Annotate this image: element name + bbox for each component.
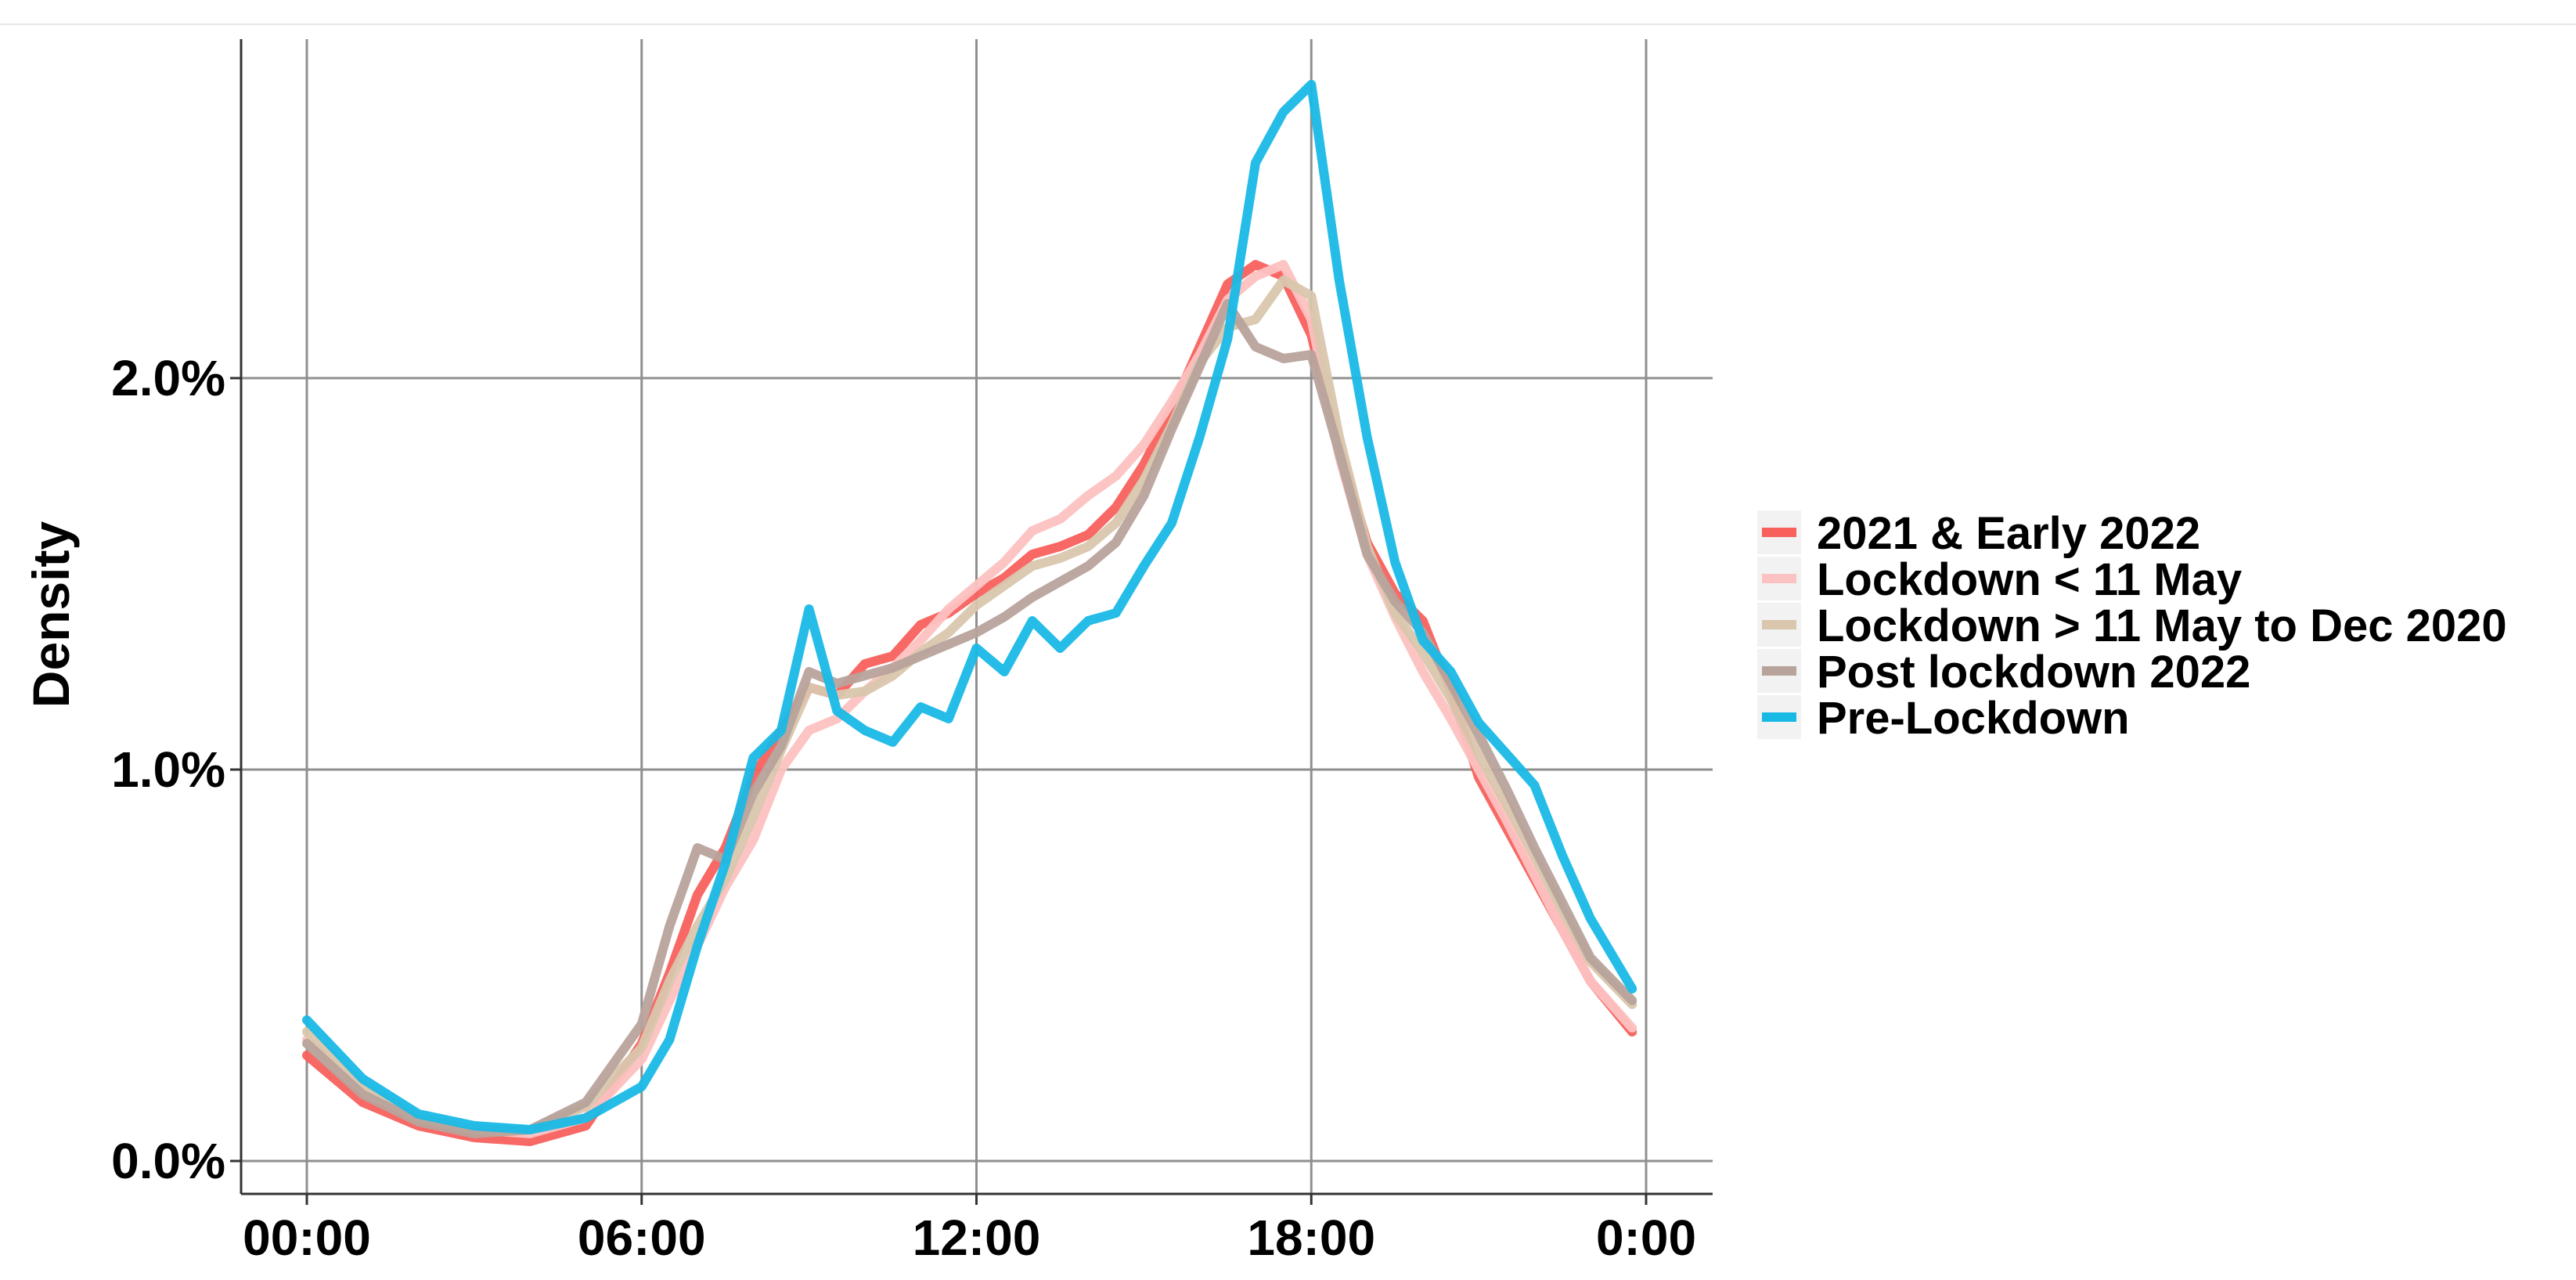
y-axis-ticks: 0.0% 1.0% 2.0% bbox=[111, 350, 241, 1189]
series-line-lockdown-11-may bbox=[302, 260, 1637, 1138]
y-tick-label: 2.0% bbox=[111, 350, 225, 406]
legend-label: 2021 & Early 2022 bbox=[1817, 508, 2200, 559]
legend-item: Lockdown < 11 May bbox=[1757, 554, 2242, 605]
x-axis-ticks: 00:00 06:00 12:00 18:00 0:00 bbox=[243, 1194, 1696, 1266]
legend-item: Post lockdown 2022 bbox=[1757, 647, 2250, 698]
legend-label: Lockdown < 11 May bbox=[1817, 554, 2242, 605]
legend-item: Pre-Lockdown bbox=[1757, 693, 2130, 744]
x-tick-label: 06:00 bbox=[578, 1210, 706, 1266]
y-axis-title: Density bbox=[22, 521, 80, 709]
legend-label: Post lockdown 2022 bbox=[1817, 647, 2250, 698]
series-line-lockdown-11-may-to-dec-2020 bbox=[302, 276, 1637, 1134]
y-tick-label: 0.0% bbox=[111, 1133, 225, 1189]
legend-label: Pre-Lockdown bbox=[1817, 693, 2130, 744]
series-layer bbox=[302, 80, 1637, 1146]
y-tick-label: 1.0% bbox=[111, 741, 225, 798]
x-tick-label: 12:00 bbox=[913, 1210, 1041, 1266]
series-line-pre-lockdown bbox=[302, 80, 1637, 1134]
legend-label: Lockdown > 11 May to Dec 2020 bbox=[1817, 600, 2507, 651]
legend-item: 2021 & Early 2022 bbox=[1757, 508, 2200, 559]
x-tick-label: 0:00 bbox=[1596, 1210, 1696, 1266]
grid bbox=[241, 39, 1713, 1194]
x-tick-label: 00:00 bbox=[243, 1210, 371, 1266]
legend-item: Lockdown > 11 May to Dec 2020 bbox=[1757, 600, 2507, 651]
series-line-post-lockdown-2022 bbox=[302, 299, 1637, 1138]
series-line-2021-early-2022 bbox=[302, 260, 1637, 1146]
x-tick-label: 18:00 bbox=[1247, 1210, 1375, 1266]
